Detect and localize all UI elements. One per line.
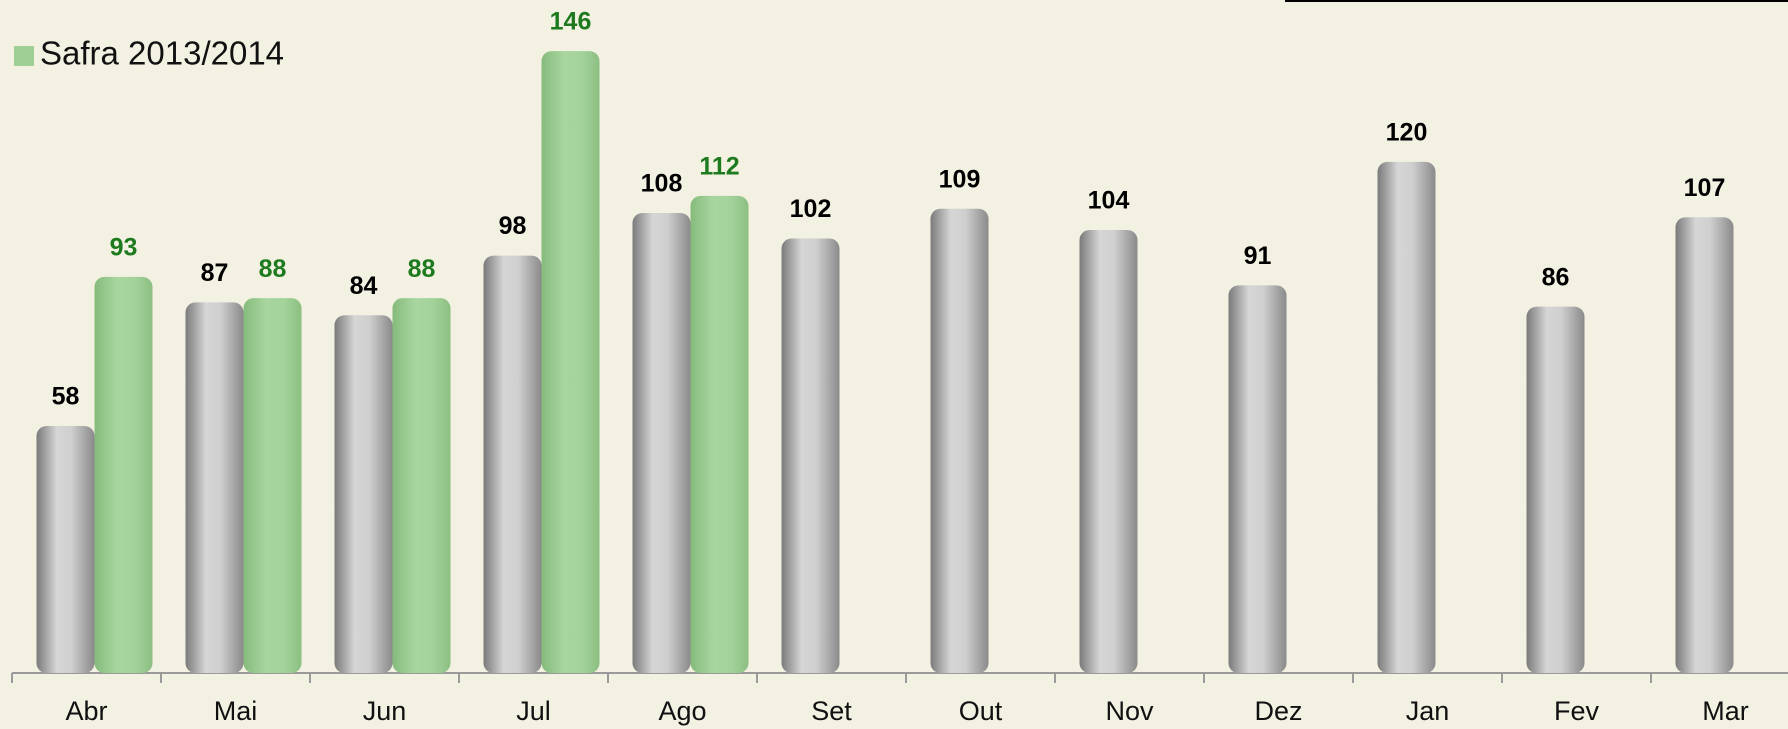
value-label: 88 xyxy=(408,255,436,283)
bar xyxy=(1079,230,1138,673)
value-label: 112 xyxy=(699,153,739,181)
value-label: 86 xyxy=(1542,263,1570,291)
bar xyxy=(1526,306,1585,673)
x-tick-label: Mar xyxy=(1702,696,1749,726)
value-label: 146 xyxy=(550,8,592,36)
bar xyxy=(541,51,600,674)
bar xyxy=(334,315,393,673)
x-tick-label: Set xyxy=(811,696,852,726)
legend-swatch xyxy=(14,46,34,66)
bar xyxy=(392,298,451,673)
value-label: 87 xyxy=(201,259,229,287)
value-label: 107 xyxy=(1684,174,1726,202)
bar xyxy=(632,212,691,674)
legend-label: Safra 2013/2014 xyxy=(40,35,284,72)
bar xyxy=(1675,217,1734,673)
bar xyxy=(930,208,989,673)
x-tick-label: Fev xyxy=(1554,696,1600,726)
bar xyxy=(185,302,244,673)
bar xyxy=(1377,161,1436,673)
bar xyxy=(36,425,95,673)
value-label: 98 xyxy=(499,212,527,240)
x-tick-label: Abr xyxy=(65,696,107,726)
bar xyxy=(483,255,542,673)
x-tick-label: Nov xyxy=(1105,696,1154,726)
x-tick-label: Jul xyxy=(516,696,551,726)
x-tick-label: Mai xyxy=(214,696,258,726)
value-label: 120 xyxy=(1386,118,1428,146)
value-label: 102 xyxy=(790,195,832,223)
x-tick-label: Out xyxy=(959,696,1003,726)
value-label: 91 xyxy=(1244,242,1272,270)
value-label: 109 xyxy=(939,165,981,193)
x-tick-label: Jan xyxy=(1406,696,1450,726)
bar xyxy=(94,276,153,673)
value-label: 84 xyxy=(350,272,378,300)
bar xyxy=(690,195,749,673)
x-tick-label: Dez xyxy=(1254,696,1302,726)
value-label: 88 xyxy=(259,255,287,283)
bar xyxy=(1228,285,1287,673)
bar xyxy=(243,298,302,673)
value-label: 58 xyxy=(52,383,80,411)
value-label: 104 xyxy=(1088,187,1130,215)
value-label: 93 xyxy=(110,233,138,261)
value-label: 108 xyxy=(641,170,683,198)
bar xyxy=(781,238,840,673)
x-tick-label: Ago xyxy=(658,696,706,726)
x-tick-label: Jun xyxy=(363,696,407,726)
